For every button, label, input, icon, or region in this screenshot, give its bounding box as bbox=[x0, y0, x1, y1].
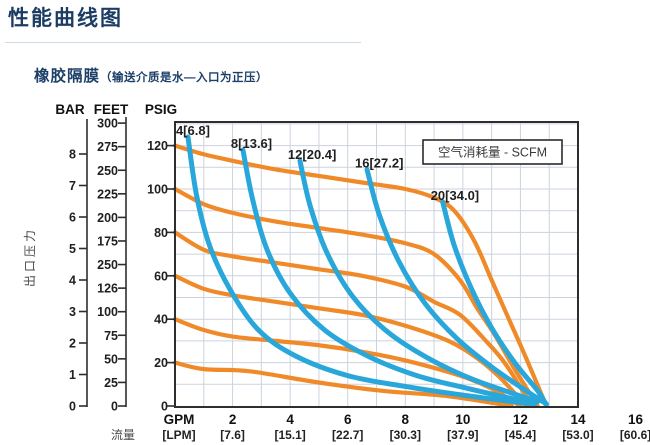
feet-tick-label: 50 bbox=[104, 352, 118, 366]
bar-tick-label: 0 bbox=[69, 400, 76, 414]
air-curve-label-4scfm: 4[6.8] bbox=[176, 123, 210, 138]
x-tick-lpm: [7.6] bbox=[220, 428, 245, 442]
x-axis-labels: GPM[LPM]流量2[7.6]4[15.1]6[22.7]8[30.3]10[… bbox=[111, 412, 650, 442]
bar-tick-label: 1 bbox=[69, 368, 76, 382]
x-tick-gpm: 10 bbox=[455, 412, 470, 427]
x-tick-gpm: 16 bbox=[628, 412, 644, 427]
subtitle-main: 橡胶隔膜 bbox=[34, 68, 101, 85]
x-tick-gpm: 14 bbox=[570, 412, 586, 427]
pressure-curve-20psig bbox=[173, 360, 514, 409]
x-tick-lpm: [45.4] bbox=[505, 428, 536, 442]
chart-subtitle: 橡胶隔膜（输送介质是水—入口为正压） bbox=[34, 64, 268, 86]
x-tick-lpm: [37.9] bbox=[447, 428, 478, 442]
feet-tick-label: 300 bbox=[97, 117, 118, 131]
x-tick-lpm: [15.1] bbox=[274, 428, 305, 442]
bar-axis-header: BAR bbox=[55, 102, 84, 117]
feet-tick-label: 75 bbox=[104, 329, 118, 343]
feet-tick-label: 100 bbox=[97, 305, 118, 319]
bar-tick-label: 2 bbox=[69, 337, 76, 351]
feet-tick-label: 175 bbox=[97, 234, 118, 248]
psig-axis-header: PSIG bbox=[145, 102, 177, 117]
air-curve-8scfm bbox=[240, 147, 538, 407]
x-tick-gpm: 2 bbox=[229, 412, 237, 427]
psig-tick-label: 20 bbox=[154, 356, 168, 370]
bar-tick-label: 3 bbox=[69, 305, 76, 319]
feet-tick-label: 250 bbox=[97, 164, 118, 178]
feet-tick-label: 200 bbox=[97, 211, 118, 225]
pressure-curve-120psig bbox=[173, 143, 549, 409]
legend-box bbox=[422, 139, 563, 165]
feet-tick-label: 25 bbox=[104, 376, 118, 390]
bar-tick-label: 5 bbox=[69, 242, 76, 256]
psig-tick-label: 80 bbox=[154, 226, 168, 240]
air-curve-20scfm bbox=[440, 199, 549, 408]
x-axis-unit-gpm: GPM bbox=[164, 412, 195, 427]
bar-tick-label: 6 bbox=[69, 211, 76, 225]
air-curve-4scfm bbox=[185, 134, 532, 407]
feet-tick-label: 126 bbox=[97, 282, 118, 296]
air-curve-label-16scfm: 16[27.2] bbox=[355, 155, 403, 170]
air-curve-label-12scfm: 12[20.4] bbox=[288, 147, 336, 162]
x-tick-lpm: [60.6] bbox=[620, 428, 650, 442]
x-tick-lpm: [22.7] bbox=[332, 428, 363, 442]
legend-label: 空气消耗量 - SCFM bbox=[438, 145, 547, 160]
y-axis-label: 出口压力 bbox=[23, 227, 37, 287]
x-tick-gpm: 12 bbox=[513, 412, 528, 427]
feet-axis-header: FEET bbox=[94, 102, 129, 117]
title-underline bbox=[5, 42, 361, 43]
bar-scale: 8 7 6 5 4 3 2 1 0 BAR bbox=[55, 102, 87, 414]
psig-tick-label: 120 bbox=[147, 139, 168, 153]
x-tick-lpm: [30.3] bbox=[390, 428, 421, 442]
page-title: 性能曲线图 bbox=[8, 7, 123, 30]
x-axis-label: 流量 bbox=[111, 428, 135, 442]
pressure-curve-80psig bbox=[173, 230, 535, 409]
air-curve-16scfm bbox=[364, 166, 549, 407]
bar-tick-label: 7 bbox=[69, 179, 76, 193]
feet-tick-label: 0 bbox=[111, 400, 118, 414]
psig-scale: 120 100 80 60 40 20 0 PSIG bbox=[145, 102, 177, 414]
psig-tick-label: 0 bbox=[161, 400, 168, 414]
plot-border bbox=[174, 121, 579, 408]
air-curve-labels: 4[6.8] 8[13.6] 12[20.4] 16[27.2] 20[34.0] bbox=[176, 123, 479, 203]
curves bbox=[173, 134, 549, 409]
x-tick-gpm: 8 bbox=[402, 412, 410, 427]
x-tick-gpm: 4 bbox=[286, 412, 294, 427]
bar-tick-label: 4 bbox=[69, 274, 76, 288]
air-curve-12scfm bbox=[297, 158, 541, 405]
x-tick-gpm: 6 bbox=[344, 412, 352, 427]
psig-tick-label: 60 bbox=[154, 269, 168, 283]
feet-tick-label: 275 bbox=[97, 140, 118, 154]
subtitle-note: （输送介质是水—入口为正压） bbox=[100, 72, 269, 84]
x-tick-lpm: [53.0] bbox=[562, 428, 593, 442]
psig-tick-label: 40 bbox=[154, 313, 168, 327]
legend: 空气消耗量 - SCFM bbox=[422, 139, 563, 165]
air-curve-label-20scfm: 20[34.0] bbox=[431, 188, 479, 203]
air-curve-label-8scfm: 8[13.6] bbox=[231, 136, 272, 151]
feet-tick-label: 225 bbox=[97, 187, 118, 201]
psig-tick-label: 100 bbox=[147, 183, 168, 197]
bar-tick-label: 8 bbox=[69, 148, 76, 162]
performance-chart: 876543210BAR3002752502252001752501261007… bbox=[23, 102, 650, 442]
x-axis-unit-lpm: [LPM] bbox=[162, 428, 195, 442]
grid bbox=[175, 122, 578, 407]
feet-tick-label: 250 bbox=[97, 258, 118, 272]
